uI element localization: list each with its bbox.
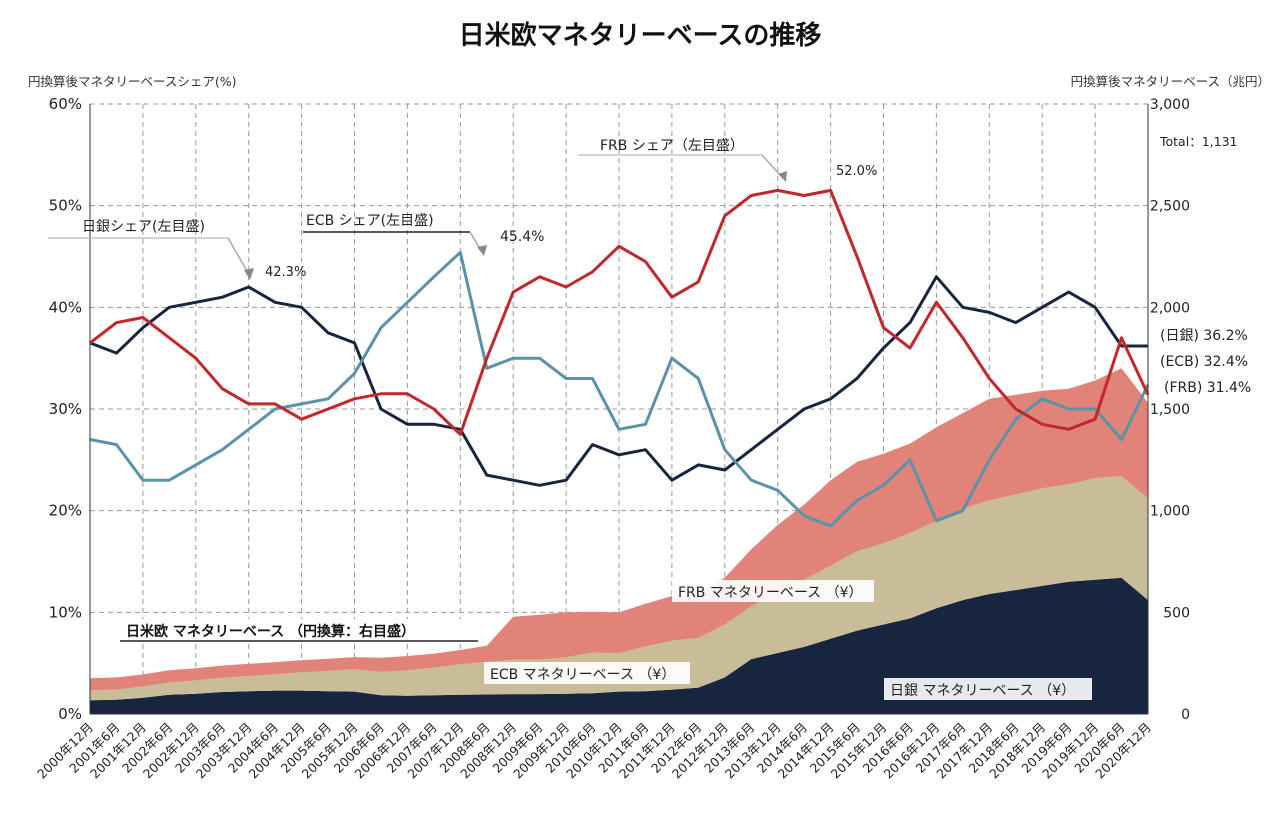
chart-title: 日米欧マネタリーベースの推移 [459,20,822,51]
frb-base-label: FRB マネタリーベース （¥） [678,585,863,601]
boj-end-label: (日銀) 36.2% [1160,328,1248,344]
boj-share-callout: 日銀シェア(左目盛) [48,219,254,280]
total-label: Total：1,131 [1159,134,1237,149]
left-tick-label: 30% [49,400,82,418]
right-tick-label: 1,500 [1150,402,1190,418]
right-tick-label: 1,000 [1150,504,1190,520]
ecb-share-label: ECB シェア(左目盛) [306,213,434,229]
left-tick-label: 0% [58,705,82,723]
ecb-end-label: (ECB) 32.4% [1160,354,1248,370]
frb-share-label: FRB シェア（左目盛） [600,138,744,154]
share-lines [89,188,1150,528]
frb-base-label-box: FRB マネタリーベース （¥） [672,580,874,602]
left-axis-caption: 円換算後マネタリーベースシェア(%) [28,74,237,89]
right-tick-label: 3,000 [1150,97,1190,113]
right-tick-label: 2,500 [1150,199,1190,215]
x-axis-ticks: 2000年12月2001年6月2001年12月2002年6月2002年12月20… [34,720,1154,782]
left-tick-label: 20% [49,502,82,520]
left-axis-ticks: 0% 10% 20% 30% 40% 50% 60% [49,95,82,723]
left-tick-label: 10% [49,603,82,621]
right-tick-label: 500 [1163,605,1190,621]
right-axis-ticks: 0 500 1,000 1,500 2,000 2,500 3,000 [1150,97,1190,723]
monetary-base-box: 日米欧 マネタリーベース （円換算：右目盛） [120,619,478,642]
frb-share-callout: FRB シェア（左目盛） [578,138,787,182]
ecb-peak-label: 45.4% [500,229,544,245]
boj-share-label: 日銀シェア(左目盛) [82,219,205,235]
right-axis-caption: 円換算後マネタリーベース（兆円） [1071,74,1270,89]
frb-end-label: (FRB) 31.4% [1164,380,1251,396]
monetary-base-box-label: 日米欧 マネタリーベース （円換算：右目盛） [126,623,415,640]
axes [89,104,1149,715]
boj-peak-label: 42.3% [265,265,306,280]
area-series-0 [90,577,1148,714]
left-tick-label: 50% [49,197,82,215]
right-tick-label: 2,000 [1150,300,1190,316]
ecb-base-label: ECB マネタリーベース （¥） [490,667,675,683]
left-tick-label: 40% [49,298,82,316]
ecb-base-label-box: ECB マネタリーベース （¥） [484,662,690,684]
area-series-1 [90,476,1148,701]
frb-peak-label: 52.0% [836,164,877,179]
right-tick-label: 0 [1181,707,1190,723]
line-series-0 [89,275,1148,487]
ecb-share-callout: ECB シェア(左目盛) [303,213,487,256]
boj-base-label-box: 日銀 マネタリーベース （¥） [884,678,1092,700]
boj-base-label: 日銀 マネタリーベース （¥） [890,683,1075,699]
line-series-2 [89,188,1150,436]
line-series-1 [89,250,1150,528]
left-tick-label: 60% [49,95,82,113]
